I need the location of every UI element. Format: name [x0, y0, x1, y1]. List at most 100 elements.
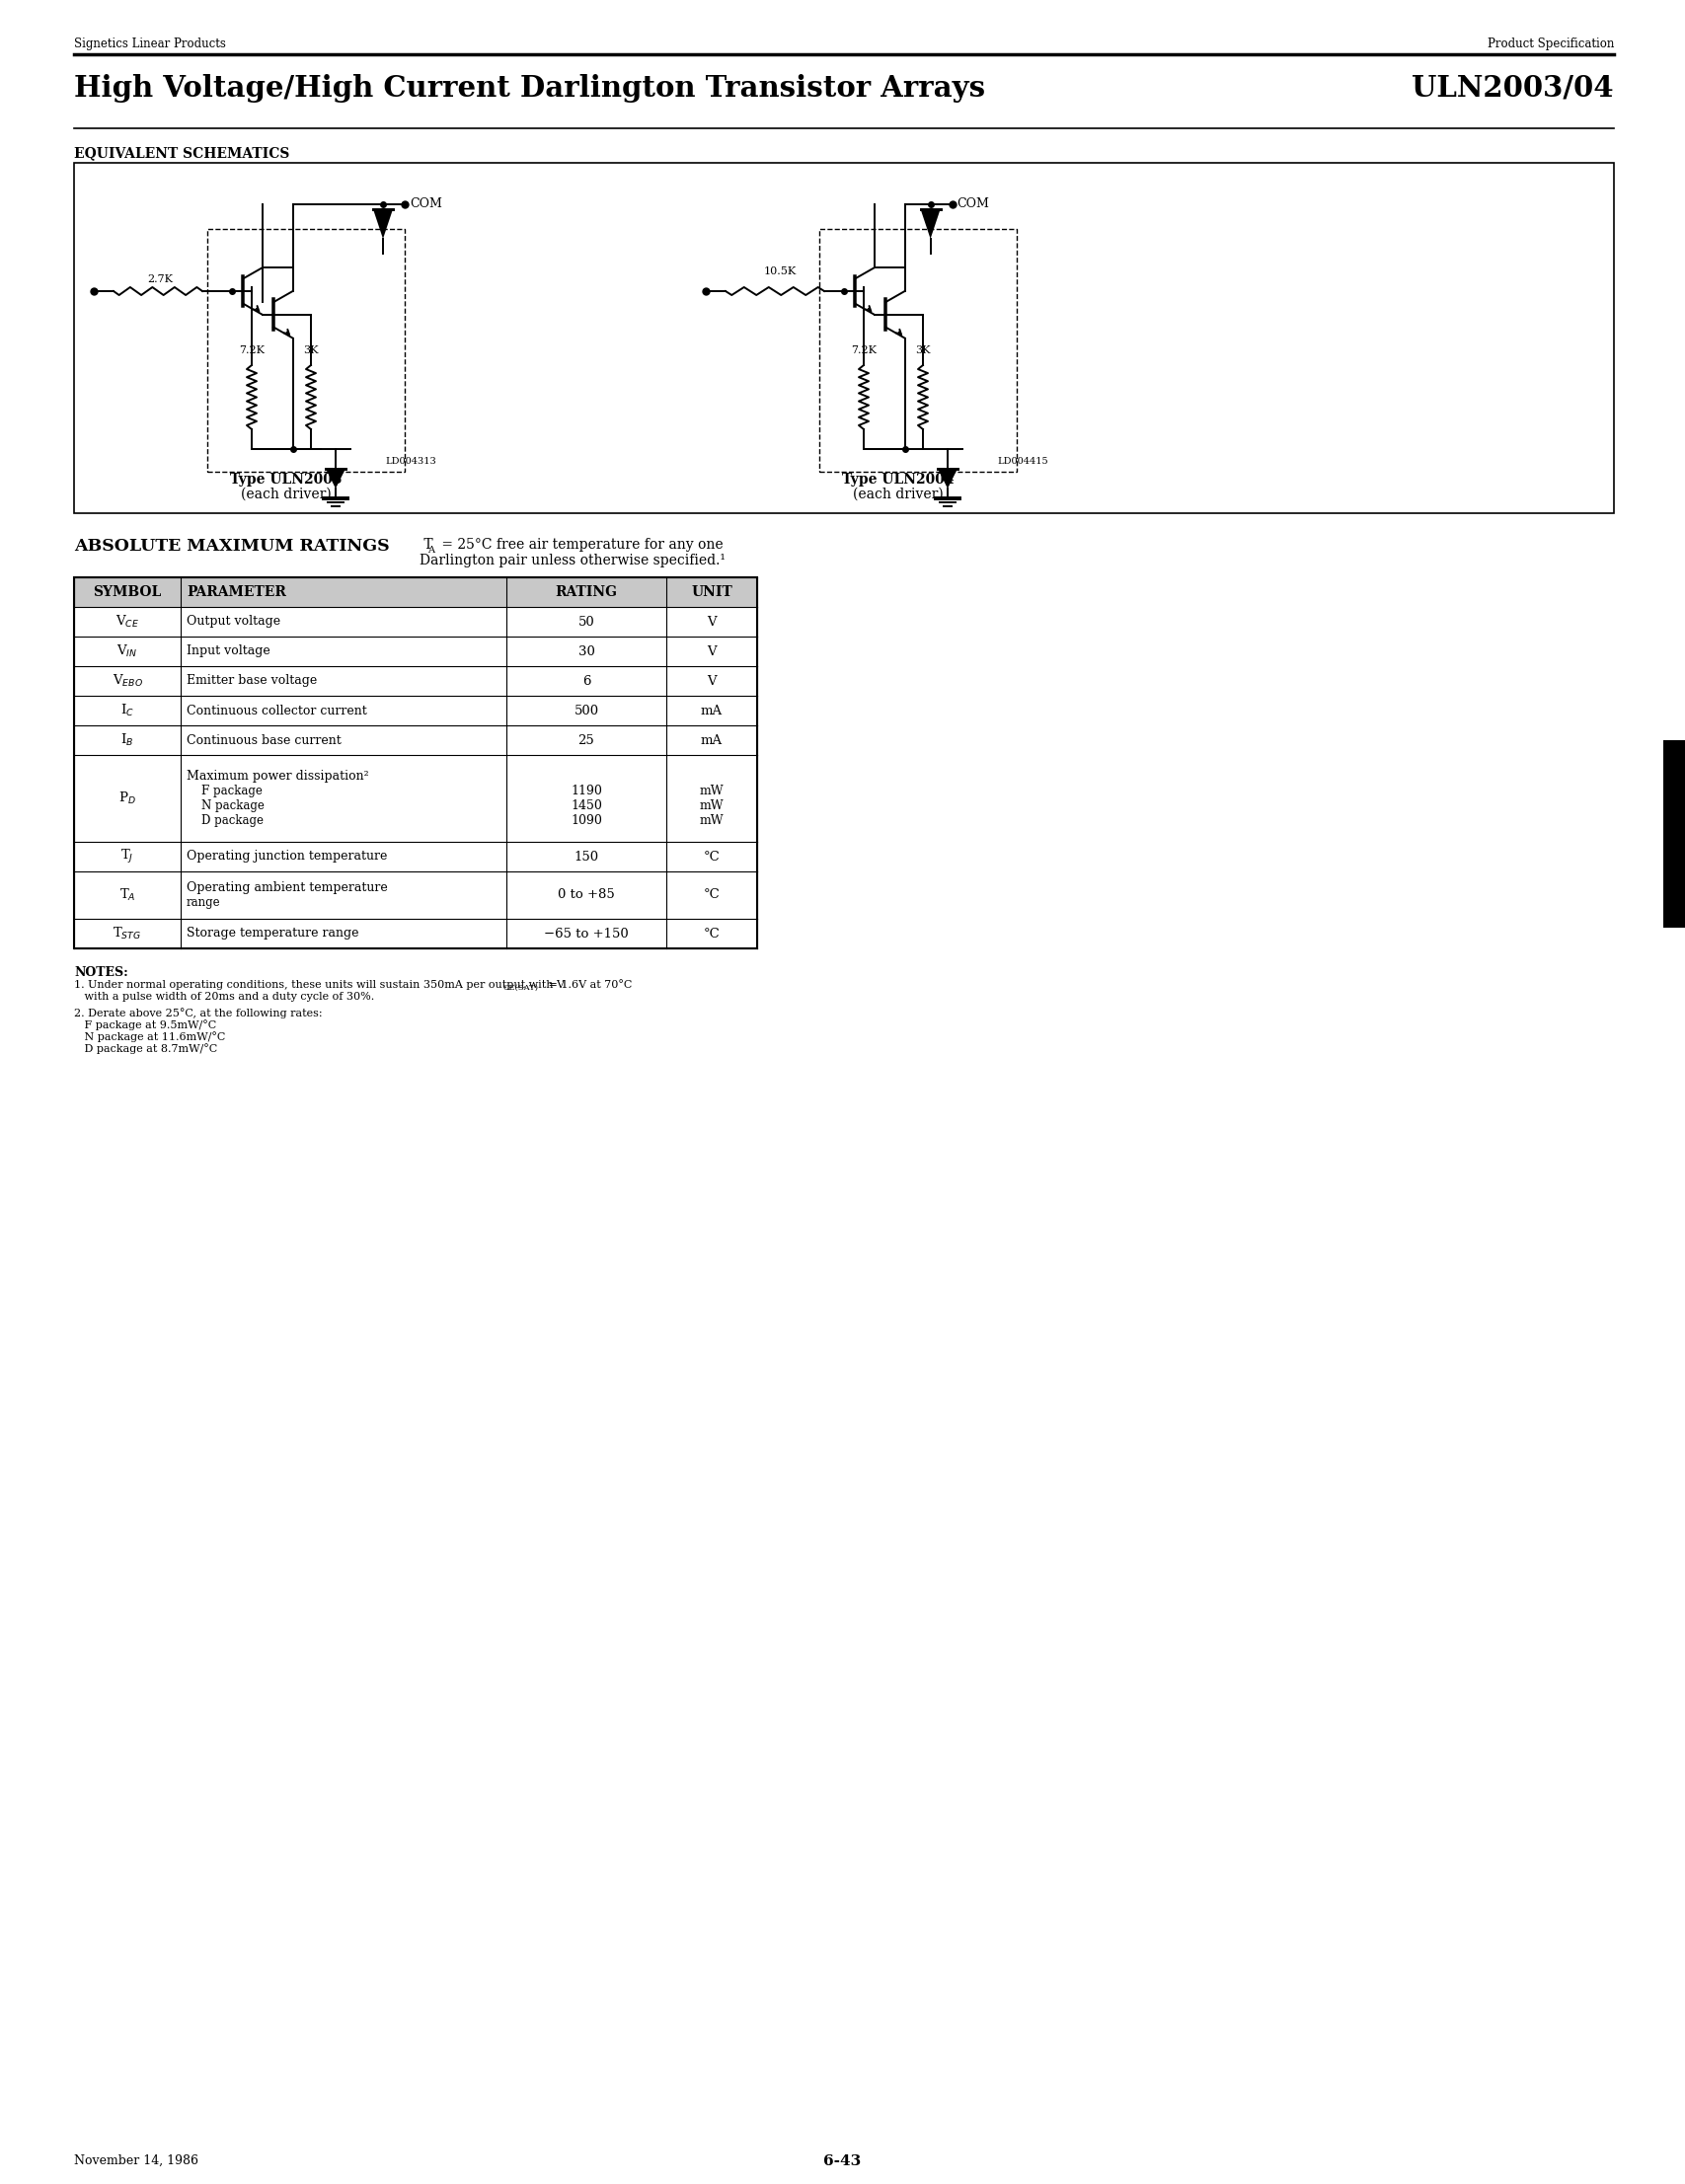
- Text: 30: 30: [578, 644, 595, 657]
- Text: = 25°C free air temperature for any one: = 25°C free air temperature for any one: [438, 537, 723, 553]
- Text: Storage temperature range: Storage temperature range: [187, 928, 359, 939]
- Text: 7.2K: 7.2K: [851, 345, 876, 356]
- Bar: [819, 229, 1016, 472]
- Text: P$_D$: P$_D$: [118, 791, 136, 806]
- Text: LD004415: LD004415: [998, 456, 1048, 465]
- Text: V$_{CE}$: V$_{CE}$: [116, 614, 140, 629]
- Text: 50: 50: [578, 616, 595, 629]
- Text: V: V: [708, 616, 716, 629]
- Text: 150: 150: [575, 850, 598, 863]
- Text: 25: 25: [578, 734, 595, 747]
- Polygon shape: [372, 210, 393, 238]
- Text: T$_J$: T$_J$: [121, 847, 135, 865]
- Text: Operating junction temperature: Operating junction temperature: [187, 850, 388, 863]
- Text: = 1.6V at 70°C: = 1.6V at 70°C: [544, 981, 632, 989]
- Text: High Voltage/High Current Darlington Transistor Arrays: High Voltage/High Current Darlington Tra…: [74, 74, 986, 103]
- Text: (each driver): (each driver): [853, 487, 944, 502]
- Bar: [74, 756, 757, 841]
- Bar: [1663, 740, 1685, 928]
- Text: I$_B$: I$_B$: [121, 732, 133, 749]
- Bar: [74, 919, 757, 948]
- Text: ULN2003/04: ULN2003/04: [1412, 74, 1614, 103]
- Bar: [74, 666, 757, 697]
- Text: V$_{EBO}$: V$_{EBO}$: [113, 673, 143, 688]
- Text: Signetics Linear Products: Signetics Linear Products: [74, 37, 226, 50]
- Text: 7.2K: 7.2K: [239, 345, 265, 356]
- Bar: [74, 577, 757, 607]
- Text: °C: °C: [703, 928, 719, 939]
- Bar: [74, 725, 757, 756]
- Bar: [74, 164, 1614, 513]
- Text: V: V: [708, 644, 716, 657]
- Text: 3K: 3K: [915, 345, 930, 356]
- Text: A: A: [428, 546, 435, 555]
- Text: T: T: [420, 537, 433, 553]
- Text: 1. Under normal operating conditions, these units will sustain 350mA per output : 1. Under normal operating conditions, th…: [74, 981, 564, 989]
- Text: T$_A$: T$_A$: [120, 887, 135, 902]
- Bar: [207, 229, 404, 472]
- Text: N package at 11.6mW/°C: N package at 11.6mW/°C: [74, 1031, 226, 1042]
- Text: 0 to +85: 0 to +85: [558, 889, 615, 902]
- Text: 2. Derate above 25°C, at the following rates:: 2. Derate above 25°C, at the following r…: [74, 1007, 322, 1018]
- Bar: [74, 841, 757, 871]
- Text: ABSOLUTE MAXIMUM RATINGS: ABSOLUTE MAXIMUM RATINGS: [74, 537, 389, 555]
- Text: mW: mW: [699, 784, 725, 797]
- Text: PARAMETER: PARAMETER: [187, 585, 286, 598]
- Text: (each driver): (each driver): [241, 487, 332, 502]
- Text: Continuous base current: Continuous base current: [187, 734, 342, 747]
- Text: °C: °C: [703, 889, 719, 902]
- Text: D package: D package: [187, 815, 263, 828]
- Text: F package: F package: [187, 784, 263, 797]
- Text: 1450: 1450: [571, 799, 602, 812]
- Text: CE(SAT): CE(SAT): [504, 985, 539, 992]
- Text: V$_{IN}$: V$_{IN}$: [116, 644, 138, 660]
- Text: COM: COM: [409, 199, 441, 210]
- Text: Maximum power dissipation²: Maximum power dissipation²: [187, 769, 369, 782]
- Text: 10.5K: 10.5K: [763, 266, 797, 277]
- Text: °C: °C: [703, 850, 719, 863]
- Text: T$_{STG}$: T$_{STG}$: [113, 926, 142, 941]
- Text: range: range: [187, 895, 221, 909]
- Text: Continuous collector current: Continuous collector current: [187, 703, 367, 716]
- Text: Output voltage: Output voltage: [187, 616, 280, 629]
- Text: RATING: RATING: [556, 585, 617, 598]
- Text: −65 to +150: −65 to +150: [544, 928, 629, 939]
- Text: 1090: 1090: [571, 815, 602, 828]
- Text: 2.7K: 2.7K: [147, 275, 174, 284]
- Bar: [74, 871, 757, 919]
- Text: November 14, 1986: November 14, 1986: [74, 2153, 199, 2167]
- Text: NOTES:: NOTES:: [74, 965, 128, 978]
- Bar: [74, 697, 757, 725]
- Text: mW: mW: [699, 799, 725, 812]
- Text: Darlington pair unless otherwise specified.¹: Darlington pair unless otherwise specifi…: [420, 555, 726, 568]
- Text: I$_C$: I$_C$: [121, 703, 135, 719]
- Text: Operating ambient temperature: Operating ambient temperature: [187, 882, 388, 893]
- Text: F package at 9.5mW/°C: F package at 9.5mW/°C: [74, 1020, 216, 1031]
- Text: COM: COM: [957, 199, 989, 210]
- Bar: [74, 636, 757, 666]
- Text: N package: N package: [187, 799, 265, 812]
- Polygon shape: [325, 470, 345, 489]
- Polygon shape: [939, 470, 957, 489]
- Text: Type ULN2003: Type ULN2003: [231, 472, 342, 487]
- Text: Product Specification: Product Specification: [1488, 37, 1614, 50]
- Text: 500: 500: [575, 703, 598, 716]
- Text: SYMBOL: SYMBOL: [93, 585, 162, 598]
- Text: mW: mW: [699, 815, 725, 828]
- Text: Emitter base voltage: Emitter base voltage: [187, 675, 317, 688]
- Text: mA: mA: [701, 734, 723, 747]
- Text: mA: mA: [701, 703, 723, 716]
- Text: Input voltage: Input voltage: [187, 644, 270, 657]
- Bar: [74, 577, 757, 948]
- Text: with a pulse width of 20ms and a duty cycle of 30%.: with a pulse width of 20ms and a duty cy…: [74, 992, 374, 1002]
- Bar: [74, 607, 757, 636]
- Text: 6: 6: [581, 675, 590, 688]
- Text: LD004313: LD004313: [384, 456, 436, 465]
- Text: 6-43: 6-43: [824, 2153, 861, 2169]
- Text: D package at 8.7mW/°C: D package at 8.7mW/°C: [74, 1044, 217, 1055]
- Text: UNIT: UNIT: [691, 585, 733, 598]
- Polygon shape: [920, 210, 940, 238]
- Text: 3K: 3K: [303, 345, 318, 356]
- Text: Type ULN2004: Type ULN2004: [842, 472, 954, 487]
- Text: 1190: 1190: [571, 784, 602, 797]
